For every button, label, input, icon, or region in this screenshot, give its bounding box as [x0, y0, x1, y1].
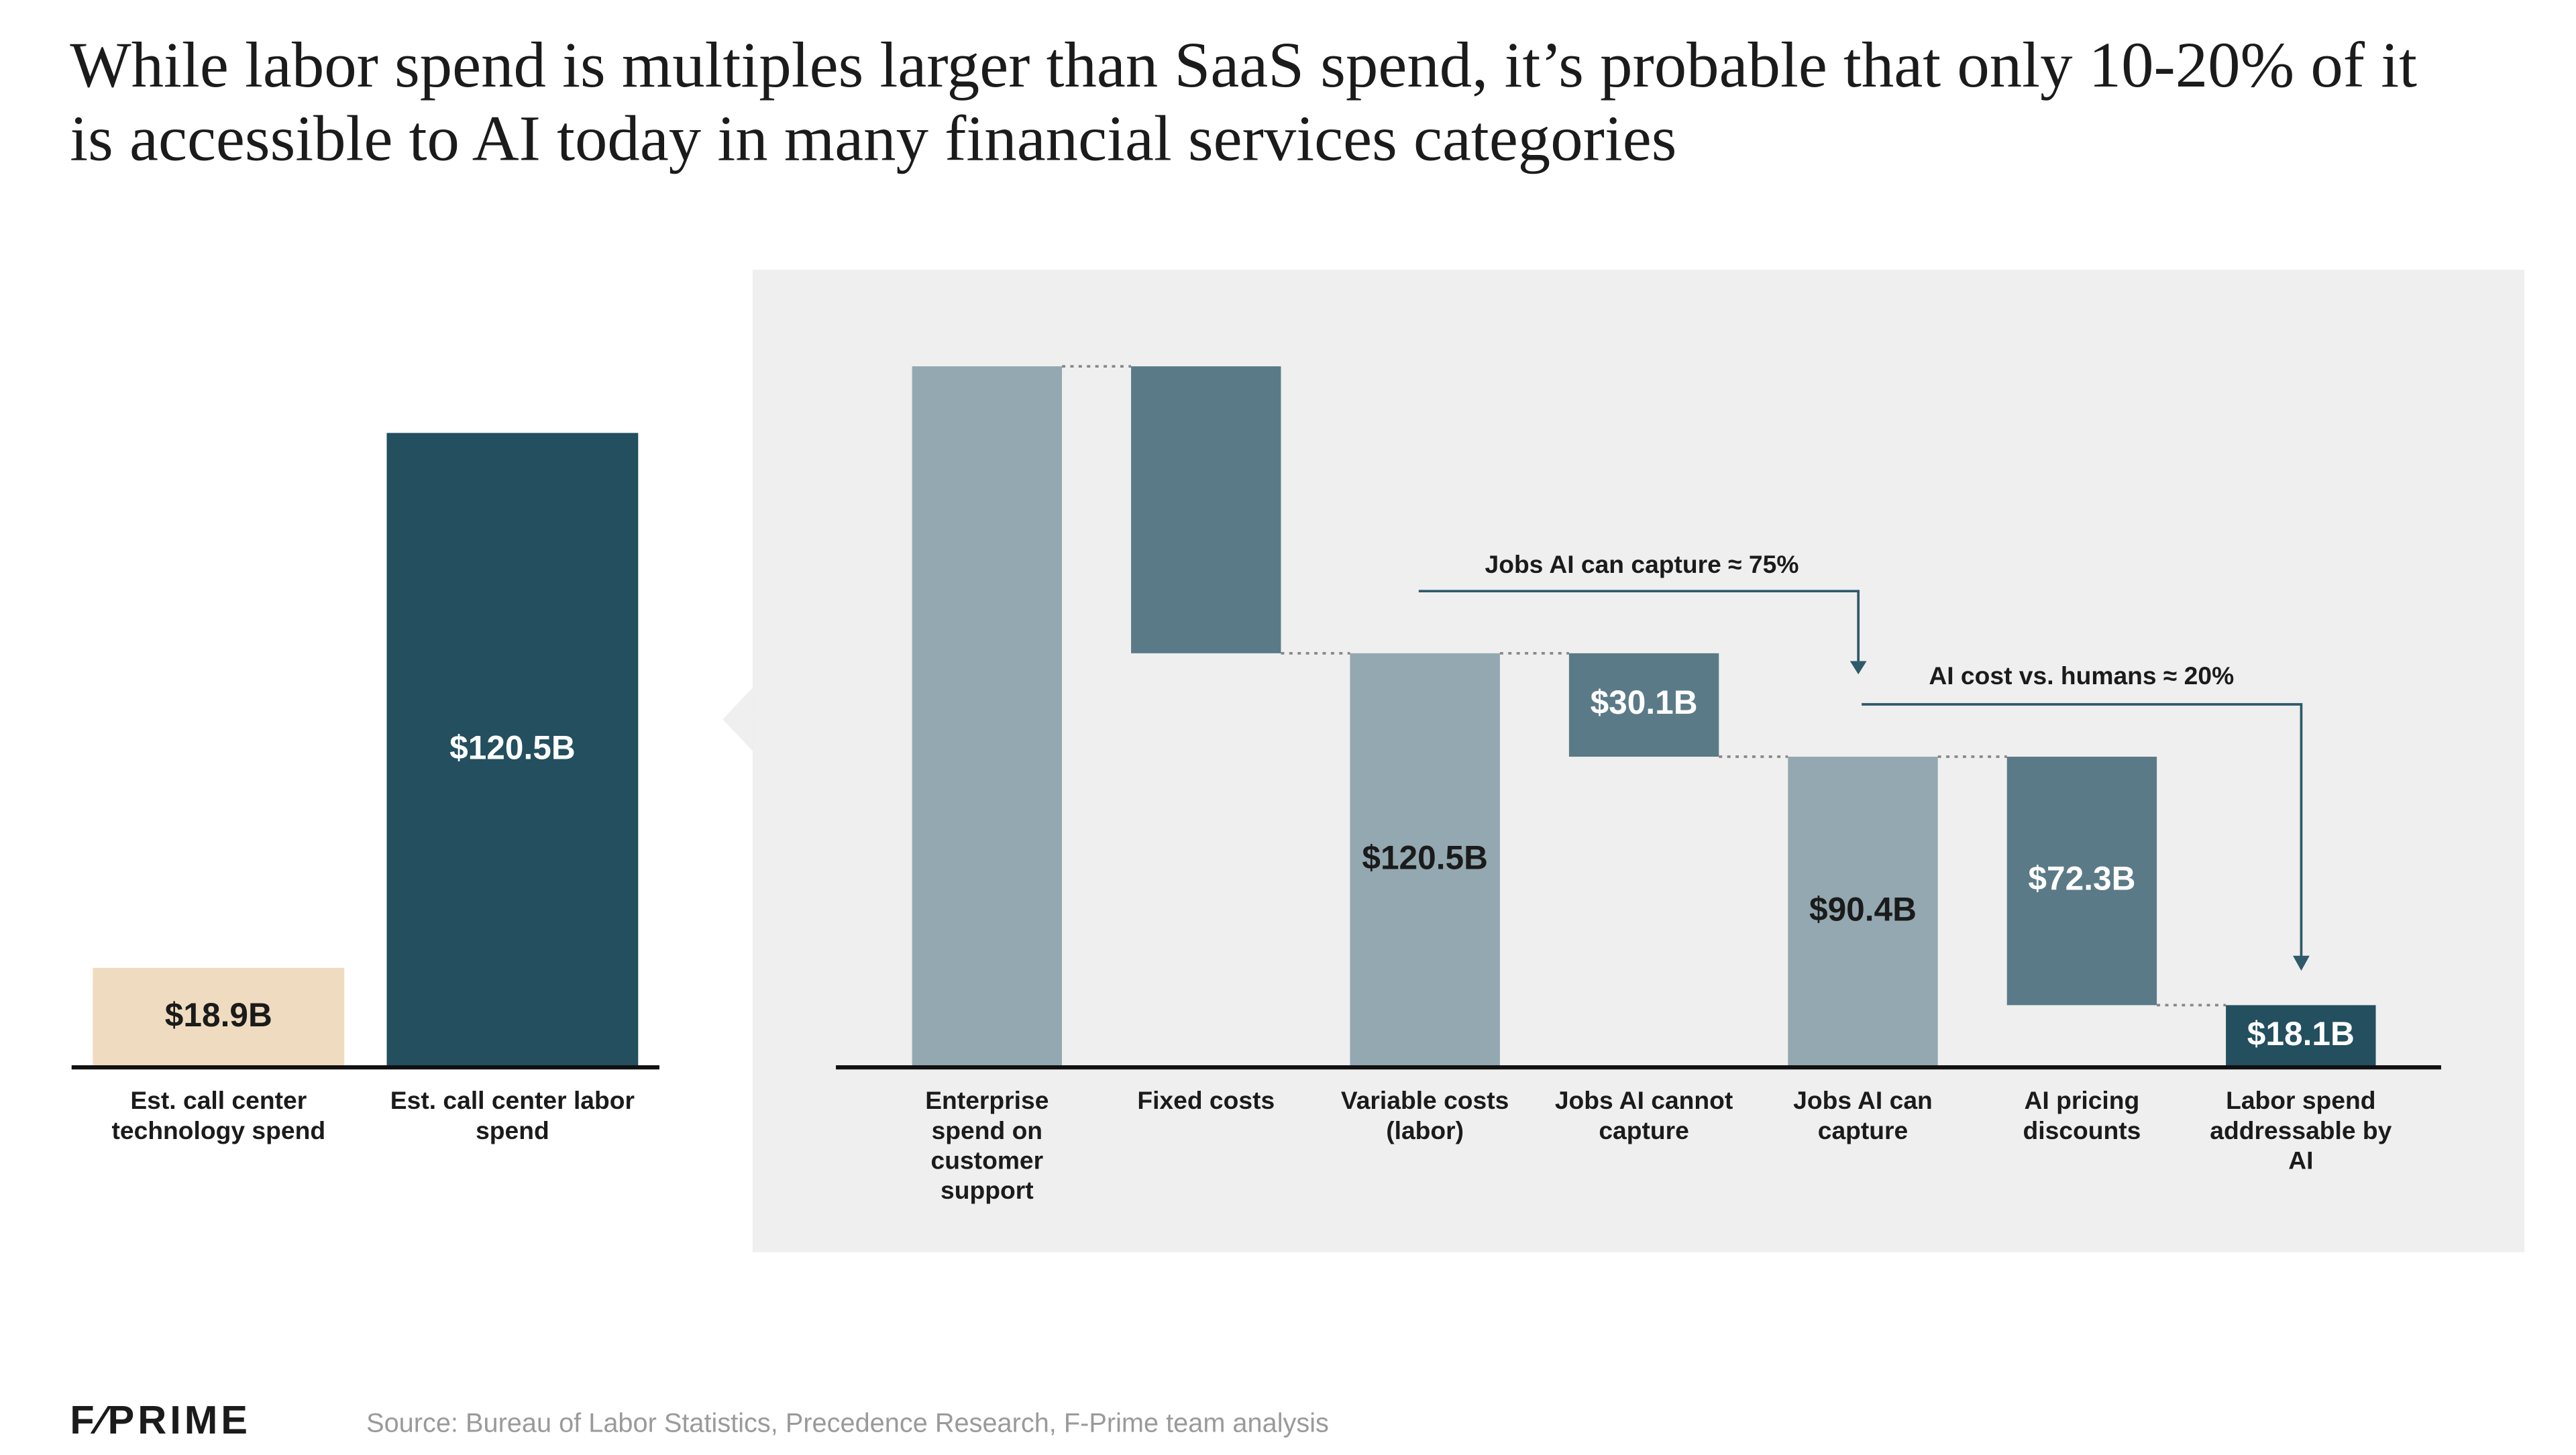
category-label-box: Est. call center technology spend [111, 1087, 326, 1146]
slide-title: While labor spend is multiples larger th… [70, 30, 2418, 175]
waterfall-bar [1788, 757, 1938, 1068]
category-label-box: Jobs AI cannot capture [1554, 1087, 1733, 1146]
category-label-box: Enterprise spend on customer support [925, 1087, 1049, 1206]
annotation-arrow [1418, 590, 1860, 666]
x-tick-label: Enterprise spend on customer support [925, 1087, 1049, 1206]
pointer [722, 688, 753, 751]
value-label: $30.1B [1591, 684, 1698, 721]
category-label-box: AI pricing discounts [2023, 1087, 2141, 1146]
value-label: $90.4B [1809, 891, 1917, 928]
annotation-arrow [1862, 703, 2303, 961]
value-label: $120.5B [449, 729, 576, 766]
x-tick-label: Est. call center technology spend [111, 1087, 326, 1146]
category-label-box: Labor spend addressable by AI [2210, 1087, 2392, 1176]
value-label: $72.3B [2028, 859, 2135, 897]
bar [93, 967, 345, 1068]
x-tick-label: Jobs AI cannot capture [1554, 1087, 1733, 1146]
value-label: $18.1B [2247, 1015, 2355, 1053]
waterfall-bar [2226, 1005, 2376, 1068]
annotation: Jobs AI can capture ≈ 75% [1485, 550, 1799, 578]
value-label: $120.5B [1362, 839, 1488, 877]
waterfall-bar [2006, 757, 2157, 1006]
arrow-head [1849, 661, 1867, 675]
waterfall-bar [1568, 653, 1719, 757]
category-label-box: Est. call center labor spend [390, 1087, 635, 1146]
waterfall-bar [912, 366, 1063, 1068]
value-label: $18.9B [165, 996, 272, 1034]
x-tick-label: Variable costs (labor) [1340, 1087, 1509, 1146]
source-note: Source: Bureau of Labor Statistics, Prec… [366, 1410, 1329, 1439]
x-tick-label: AI pricing discounts [2023, 1087, 2141, 1146]
category-label-box: Variable costs (labor) [1340, 1087, 1509, 1146]
bar [386, 433, 639, 1068]
category-label-box: Jobs AI can capture [1793, 1087, 1933, 1146]
category-label-box: Fixed costs [1137, 1087, 1275, 1116]
x-tick-label: Labor spend addressable by AI [2210, 1087, 2392, 1176]
annotation: AI cost vs. humans ≈ 20% [1929, 661, 2234, 690]
x-tick-label: Jobs AI can capture [1793, 1087, 1933, 1146]
waterfall-bar [1131, 366, 1281, 653]
waterfall-bar [1350, 653, 1500, 1068]
logo: F⁄PRIME [70, 1399, 252, 1444]
x-tick-label: Fixed costs [1137, 1087, 1275, 1116]
x-tick-label: Est. call center labor spend [390, 1087, 635, 1146]
arrow-head [2293, 955, 2310, 971]
